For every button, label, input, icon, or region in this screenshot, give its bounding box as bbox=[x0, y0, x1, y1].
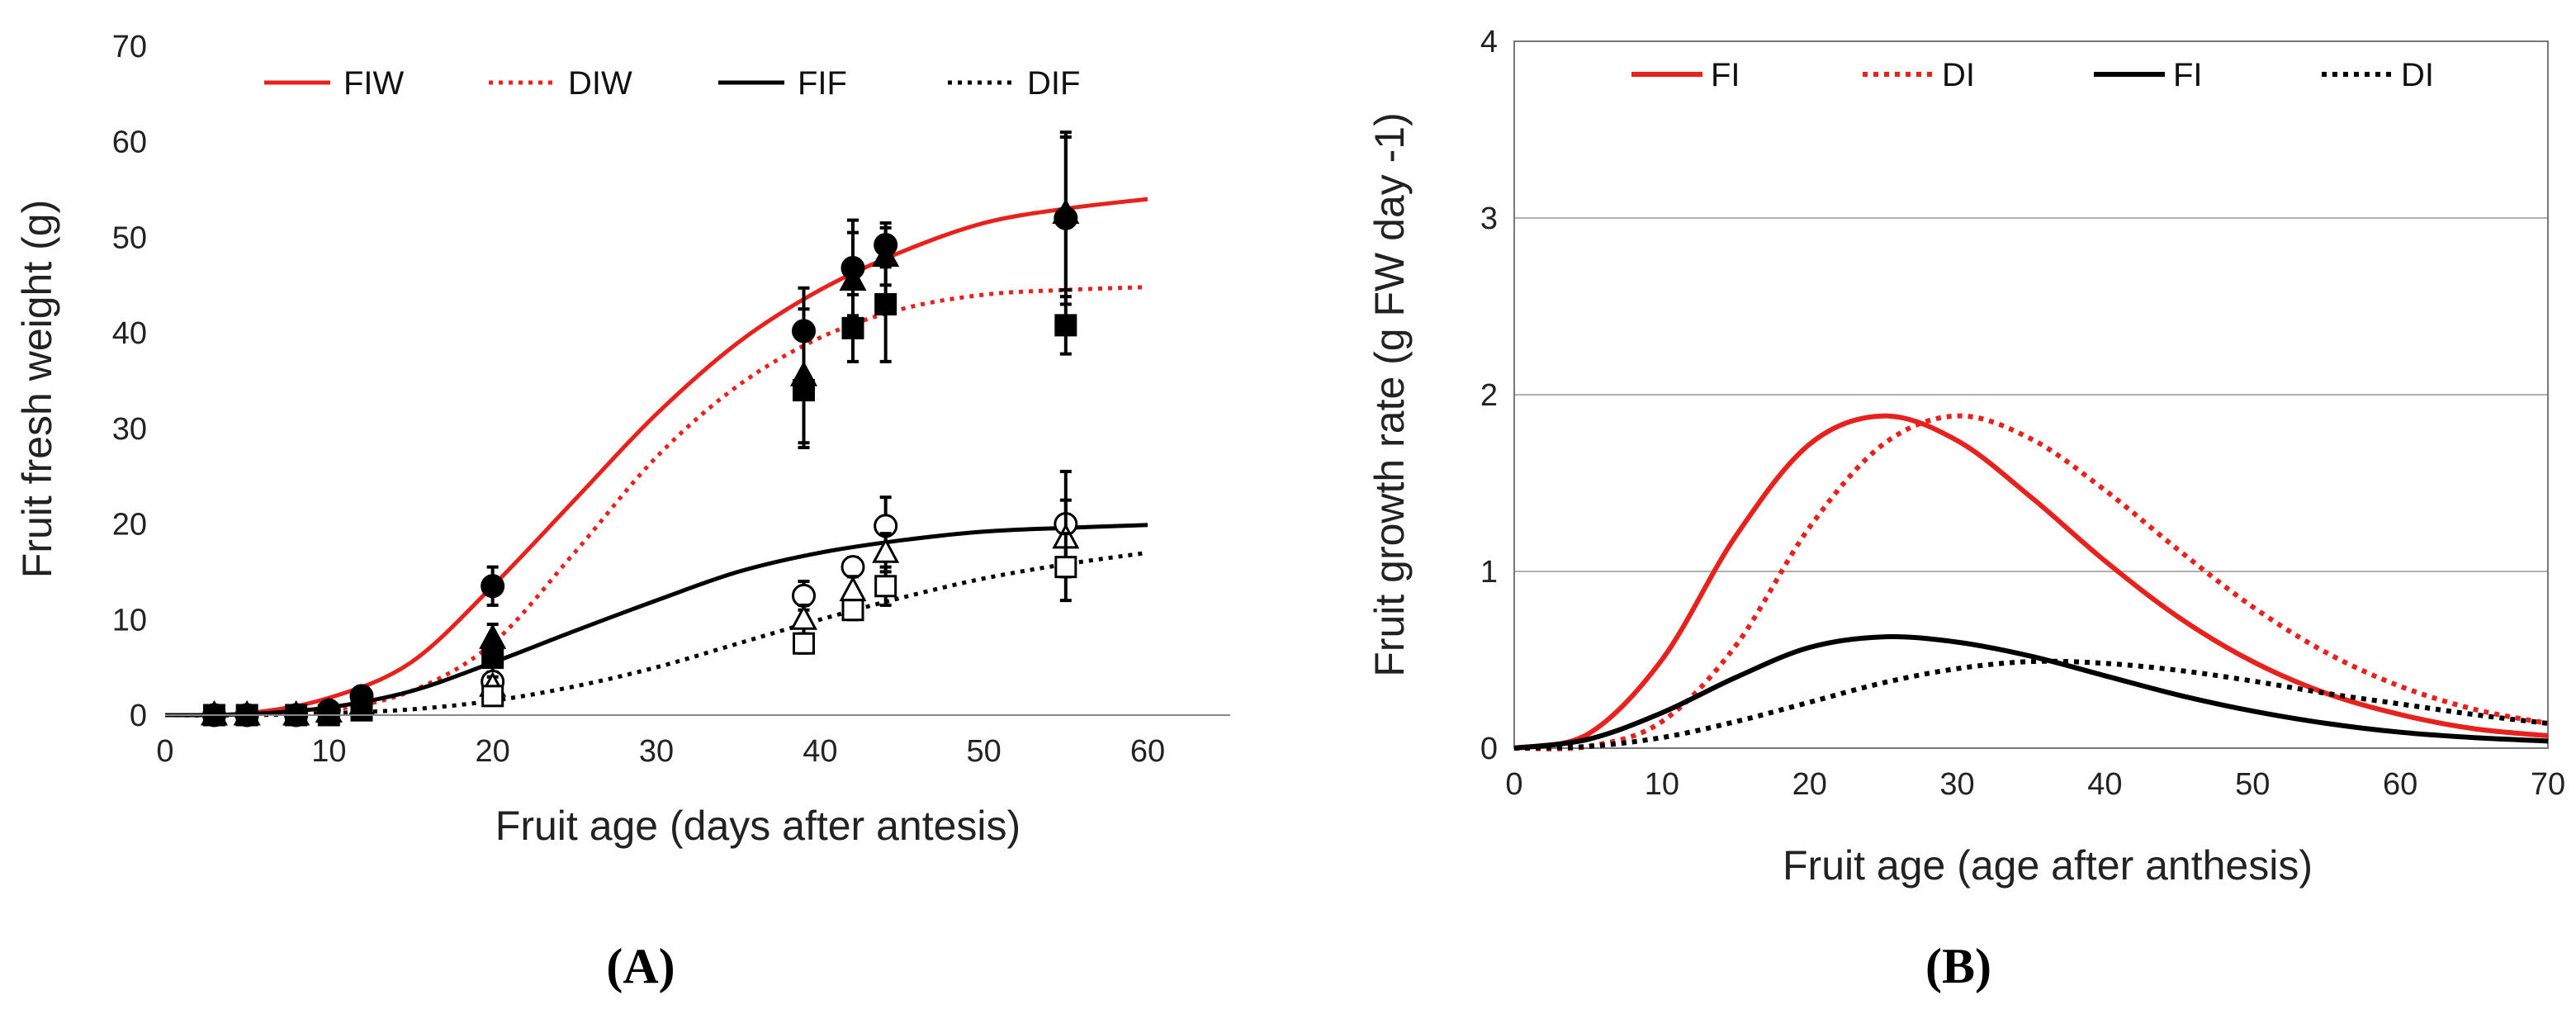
chart-b-x-tick-label: 40 bbox=[2087, 767, 2122, 802]
chart-b-y-axis-label: Fruit growth rate (g FW day -1) bbox=[1366, 112, 1413, 677]
chart-a-x-tick-label: 10 bbox=[311, 734, 346, 769]
chart-b-x-tick-label: 50 bbox=[2235, 767, 2270, 802]
chart-b-x-tick-label: 60 bbox=[2383, 767, 2417, 802]
chart-a-panel-label: (A) bbox=[606, 939, 675, 993]
chart-a-marker-open-triangle bbox=[789, 604, 818, 630]
chart-a-x-tick-label: 30 bbox=[639, 734, 674, 769]
chart-a-marker-filled-square bbox=[793, 379, 815, 402]
chart-b-x-tick-label: 0 bbox=[1505, 767, 1522, 802]
chart-b-legend-label: FI bbox=[2173, 57, 2203, 93]
chart-b-panel-label: (B) bbox=[1925, 939, 1991, 993]
chart-b-x-tick-label: 30 bbox=[1939, 767, 1974, 802]
chart-a-x-tick-label: 40 bbox=[803, 734, 837, 769]
chart-a-marker-filled-circle bbox=[481, 574, 505, 599]
chart-a-marker-filled-square bbox=[841, 316, 864, 339]
chart-b-plot-frame bbox=[1513, 40, 2549, 749]
chart-a-legend-label: DIW bbox=[568, 65, 632, 102]
chart-a-y-tick-label: 20 bbox=[112, 508, 147, 543]
chart-a-legend-label: FIW bbox=[343, 65, 405, 102]
chart-a-marker-open-circle bbox=[792, 583, 816, 608]
chart-a-marker-filled-triangle bbox=[1052, 198, 1080, 224]
chart-a-x-tick-label: 0 bbox=[156, 734, 173, 769]
chart-b-y-tick-label: 2 bbox=[1480, 378, 1498, 413]
chart-b-y-tick-label: 0 bbox=[1480, 732, 1498, 766]
chart-a-series-diw-line bbox=[164, 285, 1148, 718]
chart-a-y-axis-label: Fruit fresh weight (g) bbox=[14, 200, 60, 578]
chart-b-y-tick-label: 4 bbox=[1480, 25, 1498, 59]
chart-a-x-tick-label: 50 bbox=[967, 734, 1002, 769]
chart-a-marker-open-triangle bbox=[872, 538, 900, 563]
chart-a-legend-label: FIF bbox=[798, 65, 847, 102]
chart-b-y-tick-label: 1 bbox=[1480, 555, 1498, 590]
chart-a-y-tick-label: 10 bbox=[112, 603, 147, 637]
chart-b-series-fi-red-line bbox=[1513, 413, 2549, 751]
chart-b-y-tick-label: 3 bbox=[1480, 201, 1498, 236]
chart-a-x-axis-label: Fruit age (days after antesis) bbox=[495, 803, 1020, 849]
chart-b-x-tick-label: 20 bbox=[1792, 767, 1827, 802]
chart-a-series-dif-line bbox=[164, 550, 1148, 718]
chart-b: 0 10 20 30 40 50 60 70 0 1 2 3 4 FI DI FI DI Fruit age… bbox=[1366, 25, 2565, 993]
chart-a-legend-label: DIF bbox=[1027, 65, 1080, 102]
chart-a-marker-open-square bbox=[874, 575, 897, 598]
chart-a-series-fiw-line bbox=[164, 197, 1148, 718]
chart-b-x-tick-label: 70 bbox=[2531, 767, 2565, 802]
chart-b-series-di-black-line bbox=[1513, 658, 2549, 751]
chart-a-marker-filled-square bbox=[350, 699, 373, 722]
chart-b-x-axis-label: Fruit age (age after anthesis) bbox=[1783, 842, 2313, 889]
chart-b-series-di-red-line bbox=[1513, 413, 2549, 751]
chart-a-y-tick-label: 40 bbox=[112, 316, 147, 351]
chart-a: 0 10 20 30 40 50 60 0 10 20 30 40 50 60 70 FIW DIW FIF D… bbox=[14, 30, 1230, 993]
chart-a-marker-open-square bbox=[1054, 556, 1077, 579]
chart-a-series-fif-line bbox=[164, 523, 1148, 718]
chart-a-x-tick-label: 60 bbox=[1130, 734, 1165, 769]
chart-a-marker-filled-square bbox=[1054, 314, 1077, 337]
chart-a-y-tick-label: 0 bbox=[130, 699, 147, 733]
chart-a-marker-open-square bbox=[481, 685, 504, 708]
chart-a-y-tick-label: 60 bbox=[112, 126, 147, 160]
chart-a-y-tick-label: 70 bbox=[112, 30, 147, 64]
chart-b-series-fi-black-line bbox=[1513, 634, 2549, 751]
chart-a-x-tick-label: 20 bbox=[476, 734, 510, 769]
chart-a-marker-open-triangle bbox=[839, 576, 867, 602]
chart-a-marker-filled-square bbox=[874, 292, 897, 315]
chart-a-marker-open-square bbox=[841, 599, 864, 622]
chart-a-y-tick-label: 30 bbox=[112, 412, 147, 447]
chart-a-marker-filled-triangle bbox=[839, 265, 867, 291]
chart-b-legend-label: DI bbox=[1942, 57, 1975, 93]
chart-a-marker-filled-square bbox=[481, 647, 504, 670]
chart-a-marker-open-circle bbox=[841, 555, 865, 580]
chart-b-legend-label: FI bbox=[1711, 57, 1740, 93]
chart-b-x-tick-label: 10 bbox=[1645, 767, 1679, 802]
chart-b-legend-label: DI bbox=[2401, 57, 2434, 93]
chart-a-y-tick-label: 50 bbox=[112, 220, 147, 255]
chart-a-marker-open-square bbox=[793, 632, 815, 655]
